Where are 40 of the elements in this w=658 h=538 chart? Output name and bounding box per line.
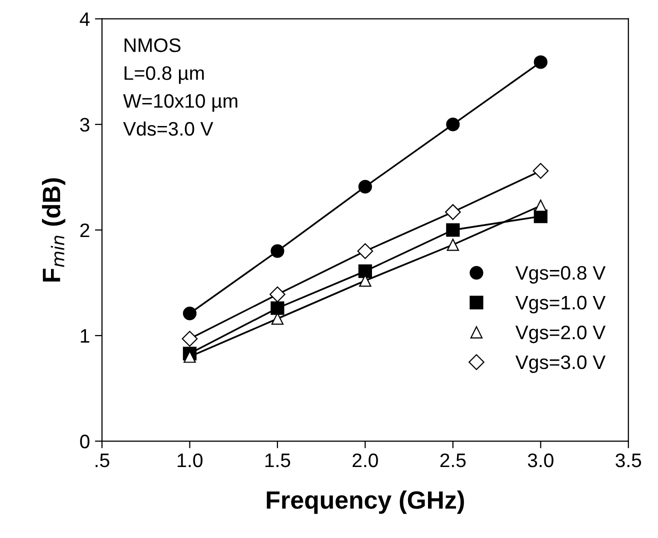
annotation: Vds=3.0 V — [123, 121, 214, 136]
y-tick-label: 3 — [80, 118, 90, 132]
annotation: L=0.8 µm — [124, 66, 204, 84]
point — [534, 200, 547, 212]
annotation: W=10x10 µm — [123, 94, 238, 112]
y-axis-title: F$_{min}$ (dB) — [42, 178, 66, 282]
x-tick-label: 2.5 — [440, 453, 466, 468]
y-tick-label: 2 — [80, 223, 90, 238]
point — [182, 330, 198, 347]
point — [358, 180, 372, 194]
legend-label: Vgs=0.8 V — [515, 266, 606, 284]
point — [445, 204, 461, 220]
y-tick-label: 1 — [80, 329, 90, 343]
point — [184, 350, 196, 363]
point — [270, 301, 284, 315]
legend-label: Vgs=3.0 V — [515, 355, 606, 373]
point — [359, 274, 372, 287]
point — [532, 162, 549, 179]
point — [271, 312, 284, 325]
point — [182, 306, 197, 320]
point — [270, 244, 284, 258]
point — [270, 286, 286, 302]
x-tick-label: 1.0 — [178, 453, 202, 468]
point — [357, 243, 374, 260]
point — [446, 238, 460, 251]
point — [446, 223, 460, 237]
x-tick-label: 3.5 — [616, 453, 642, 468]
x-tick-label: .5 — [96, 454, 110, 468]
x-tick-label: 1.5 — [265, 454, 290, 468]
point — [534, 55, 548, 69]
y-tick-label: 0 — [80, 434, 90, 448]
x-axis-title: Frequency (GHz) — [266, 490, 464, 514]
legend-label: Vgs=1.0 V — [515, 296, 606, 314]
x-tick-label: 2.0 — [352, 453, 378, 468]
point — [358, 264, 372, 278]
y-tick-label: 4 — [80, 12, 90, 26]
x-tick-label: 3.0 — [528, 453, 554, 468]
legend-label: Vgs=2.0 V — [515, 326, 606, 344]
point — [446, 118, 460, 132]
annotation: NMOS — [124, 38, 180, 52]
